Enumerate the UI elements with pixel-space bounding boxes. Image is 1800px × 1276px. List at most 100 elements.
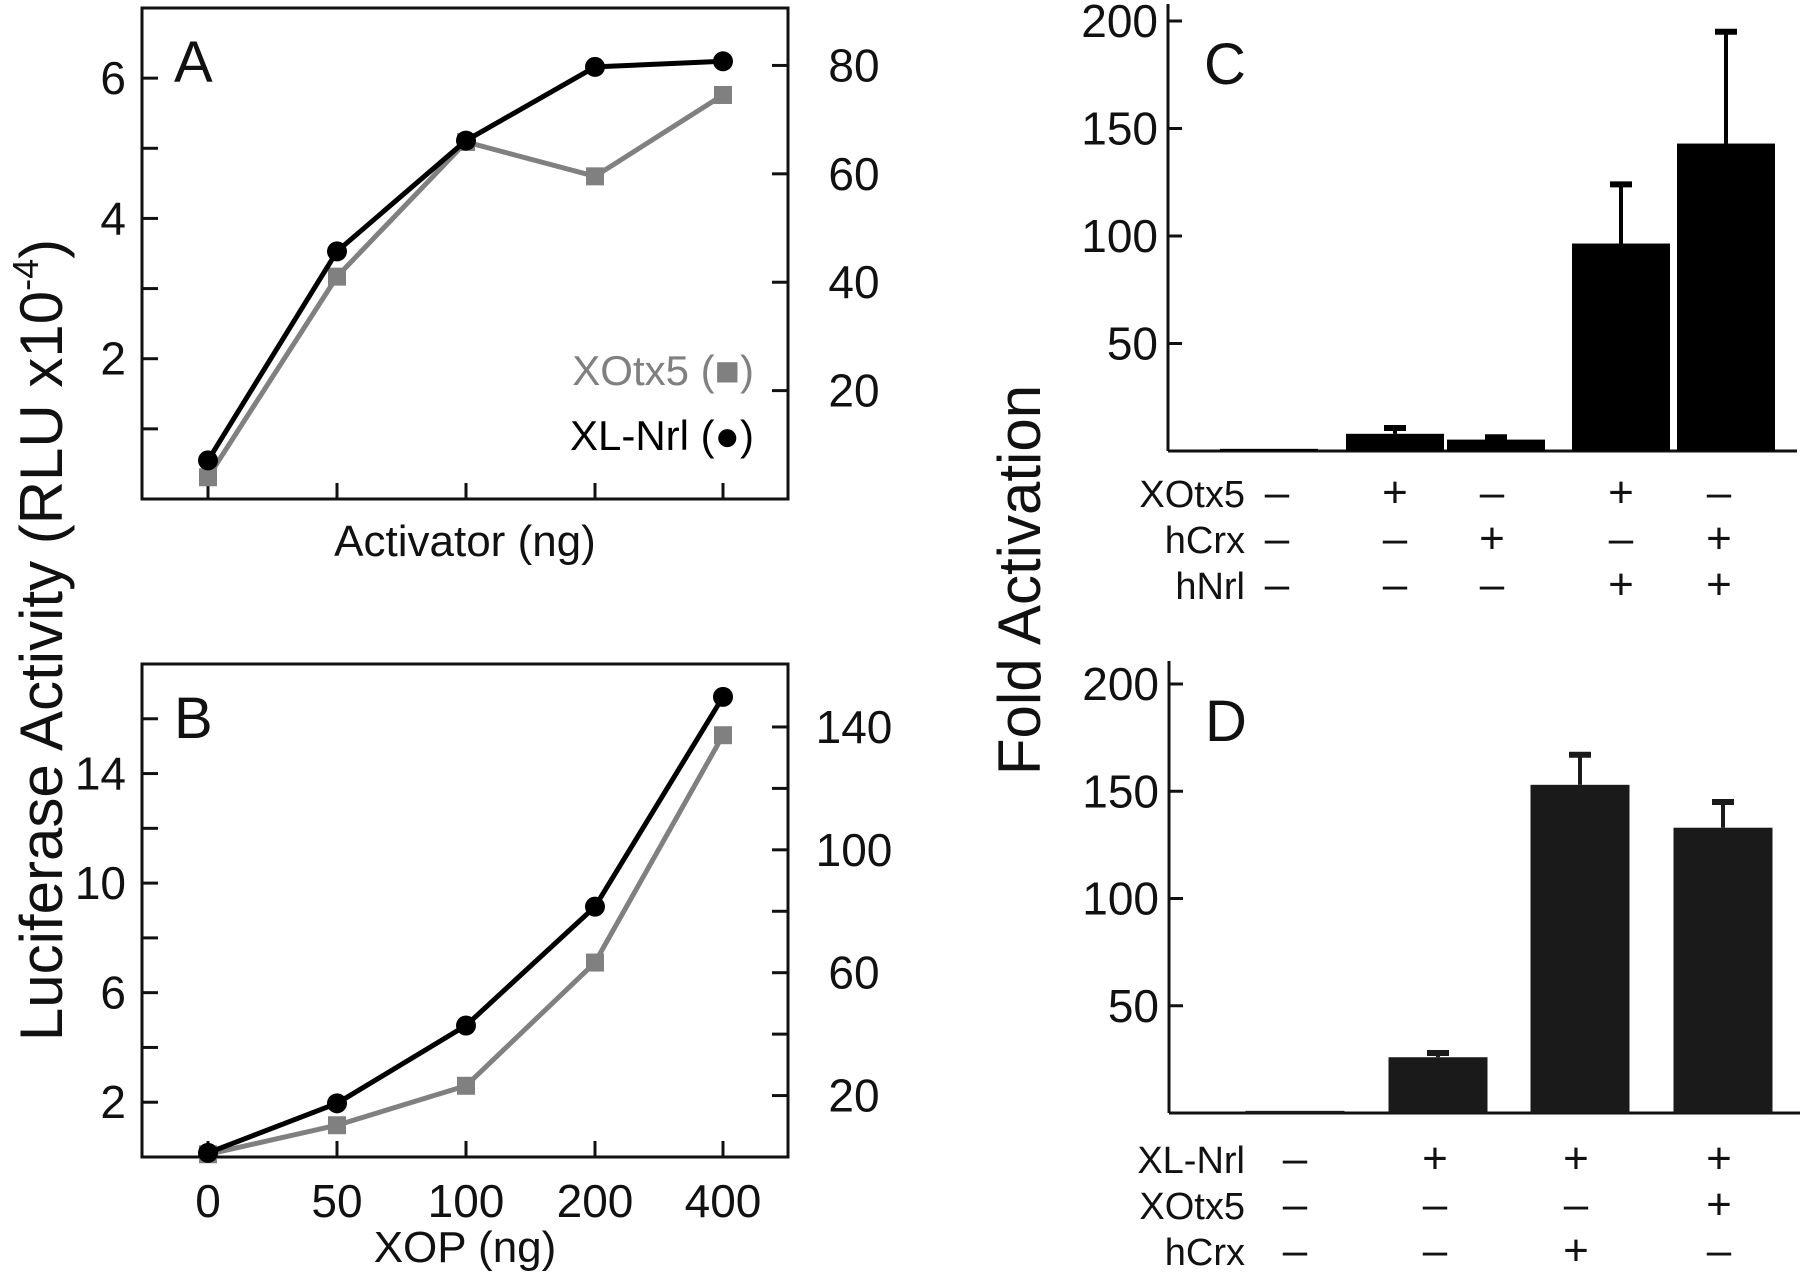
- condition-sign: +: [1706, 514, 1732, 563]
- y-tick-label: 200: [1081, 0, 1158, 47]
- bar: [1388, 1057, 1488, 1113]
- y-right-tick-label: 100: [816, 824, 893, 876]
- condition-sign: –: [1423, 1180, 1448, 1229]
- x-axis-label: XOP (ng): [374, 1223, 557, 1272]
- data-point-square: [714, 85, 732, 104]
- series-line-xl-nrl: [205, 58, 724, 462]
- condition-sign: –: [1609, 514, 1634, 563]
- condition-sign: –: [1707, 1226, 1732, 1275]
- data-point-circle: [198, 1142, 218, 1163]
- y-left-tick-label: 2: [100, 333, 126, 385]
- y-right-tick-label: 80: [828, 39, 879, 91]
- x-tick-label: 400: [685, 1175, 762, 1227]
- data-point-circle: [585, 56, 605, 77]
- condition-sign: +: [1563, 1134, 1589, 1183]
- x-tick-label: 0: [195, 1175, 221, 1227]
- y-left-tick-label: 4: [100, 192, 126, 244]
- luciferase-ylabel-sup: -4: [5, 259, 46, 291]
- y-left-tick-label: 6: [100, 967, 126, 1019]
- data-point-square: [586, 953, 604, 972]
- data-point-square: [199, 468, 217, 487]
- condition-sign: –: [1283, 1180, 1308, 1229]
- condition-sign: +: [1422, 1134, 1448, 1183]
- data-point-square: [328, 267, 346, 286]
- condition-sign: –: [1383, 560, 1408, 609]
- panel-label: C: [1204, 32, 1246, 97]
- condition-row-label: hCrx: [1165, 1232, 1245, 1274]
- condition-sign: +: [1706, 1180, 1732, 1229]
- bar: [1245, 1110, 1345, 1113]
- condition-sign: –: [1283, 1226, 1308, 1275]
- condition-row-label: hCrx: [1165, 520, 1245, 562]
- y-right-tick-label: 60: [828, 148, 879, 200]
- x-tick-label: 200: [557, 1175, 634, 1227]
- y-left-tick-label: 2: [100, 1076, 126, 1128]
- condition-row-label: XOtx5: [1139, 474, 1245, 516]
- panel-label: D: [1205, 689, 1247, 754]
- data-point-circle: [456, 130, 476, 151]
- condition-sign: –: [1564, 1180, 1589, 1229]
- data-point-square: [457, 1076, 475, 1095]
- panel-label: A: [174, 30, 213, 95]
- panel-a: A 2 4 6 20 40 60 80 Activator (ng) XOtx5 (■) XL-Nr…: [100, 6, 880, 566]
- y-tick-label: 50: [1107, 318, 1158, 370]
- data-point-square: [586, 167, 604, 186]
- condition-sign: +: [1479, 514, 1505, 563]
- y-tick-label: 100: [1081, 210, 1158, 262]
- y-tick-label: 50: [1108, 980, 1159, 1032]
- condition-sign: –: [1283, 1134, 1308, 1183]
- y-right-tick-label: 20: [828, 1070, 879, 1122]
- y-right-tick-label: 40: [828, 256, 879, 308]
- condition-sign: –: [1423, 1226, 1448, 1275]
- condition-sign: +: [1608, 560, 1634, 609]
- y-left-tick-label: 10: [75, 857, 126, 909]
- y-left-tick-label: 6: [100, 52, 126, 104]
- data-point-circle: [585, 896, 605, 917]
- condition-sign: +: [1608, 468, 1634, 517]
- luciferase-ylabel-close: ): [8, 239, 75, 259]
- condition-sign: –: [1383, 514, 1408, 563]
- bar: [1447, 439, 1545, 451]
- x-tick-label: 100: [428, 1175, 505, 1227]
- y-left-tick-label: 14: [75, 748, 126, 800]
- data-point-square: [714, 726, 732, 745]
- condition-sign: +: [1563, 1226, 1589, 1275]
- fold-activation-ylabel: Fold Activation: [986, 385, 1053, 775]
- data-point-circle: [327, 241, 347, 262]
- condition-sign: –: [1265, 514, 1290, 563]
- data-point-circle: [713, 51, 733, 72]
- x-axis-label: Activator (ng): [334, 517, 596, 566]
- condition-sign: –: [1480, 468, 1505, 517]
- legend-entry-xl-nrl: XL-Nrl (●): [570, 412, 754, 459]
- bar: [1530, 784, 1630, 1113]
- condition-sign: –: [1707, 468, 1732, 517]
- data-point-circle: [713, 686, 733, 707]
- x-tick-label: 50: [311, 1175, 362, 1227]
- y-right-tick-label: 60: [828, 947, 879, 999]
- data-point-circle: [456, 1015, 476, 1036]
- bar: [1346, 433, 1444, 451]
- condition-sign: –: [1480, 560, 1505, 609]
- luciferase-ylabel-main: Luciferase Activity (RLU x10: [8, 291, 75, 1041]
- legend-entry-xotx5: XOtx5 (■): [572, 347, 754, 394]
- y-right-tick-label: 20: [828, 365, 879, 417]
- condition-sign: +: [1706, 1134, 1732, 1183]
- bar: [1677, 143, 1775, 452]
- condition-sign: –: [1265, 468, 1290, 517]
- condition-row-label: XL-Nrl: [1137, 1140, 1245, 1182]
- luciferase-ylabel: Luciferase Activity (RLU x10-4): [5, 239, 75, 1041]
- condition-sign: –: [1265, 560, 1290, 609]
- panel-label: B: [174, 686, 213, 751]
- panel-b: B 2 6 10 14 20 60 100 140 0 50 100 200 400 XOP (ng): [75, 662, 893, 1272]
- bar: [1673, 827, 1773, 1113]
- data-point-square: [328, 1116, 346, 1135]
- y-tick-label: 200: [1082, 658, 1159, 710]
- condition-row-label: XOtx5: [1139, 1186, 1245, 1228]
- data-point-circle: [198, 450, 218, 471]
- y-tick-label: 150: [1082, 765, 1159, 817]
- condition-row-label: hNrl: [1175, 566, 1245, 608]
- condition-sign: +: [1382, 468, 1408, 517]
